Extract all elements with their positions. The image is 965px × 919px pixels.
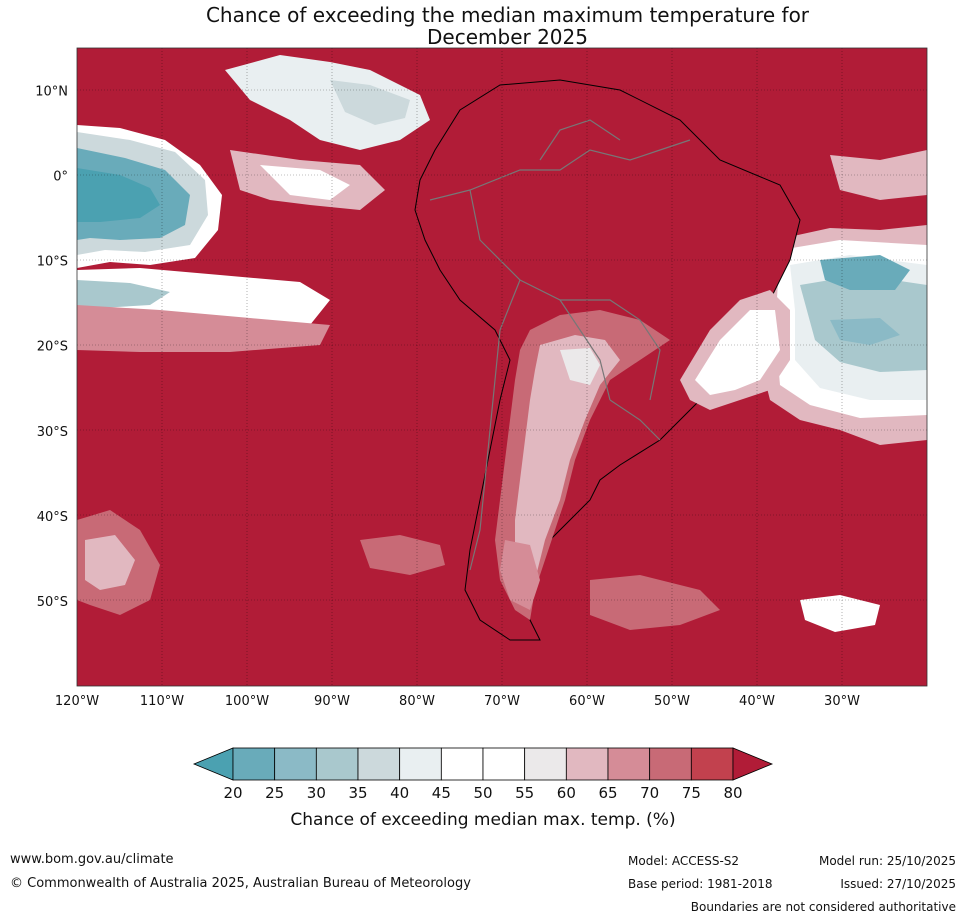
map-frame (76, 47, 928, 687)
pacific-midlat-pink-patch (360, 535, 445, 575)
pacific-equatorial-deep-teal-region (77, 168, 160, 222)
colorbar-swatch (232, 747, 276, 781)
chaco-white-patch (560, 348, 600, 385)
issued-text: Issued: 27/10/2025 (840, 877, 956, 891)
disclaimer-text: Boundaries are not considered authoritat… (690, 900, 956, 914)
colorbar-swatch (399, 747, 442, 781)
colorbar-swatch (357, 747, 401, 781)
colorbar-tick-label: 75 (682, 784, 701, 802)
lat-tick-label: 40°S (37, 510, 68, 525)
south-atlantic-white-patch (800, 595, 880, 632)
atlantic-teal-patch-2 (830, 318, 900, 345)
colorbar-swatch (607, 747, 651, 781)
colorbar-tick-label: 25 (265, 784, 284, 802)
lon-tick-label: 90°W (314, 694, 350, 709)
colorbar-extend-high (732, 747, 774, 781)
base-period-text: Base period: 1981-2018 (628, 877, 773, 891)
lon-tick-label: 110°W (140, 694, 184, 709)
model-run-text: Model run: 25/10/2025 (818, 854, 956, 868)
colorbar-tick-label: 35 (348, 784, 367, 802)
lat-tick-label: 0° (53, 170, 68, 185)
lat-tick-label: 30°S (37, 425, 68, 440)
title-line-2: December 2025 (427, 25, 588, 49)
colorbar-tick-label: 65 (598, 784, 617, 802)
pacific-subtropical-grey-patch (77, 280, 170, 308)
caribbean-white-patch (225, 55, 430, 150)
pacific-subtropical-pink-band (77, 305, 330, 352)
graticule (77, 48, 927, 686)
country-boundaries (429, 119, 691, 571)
lat-tick-label: 50°S (37, 595, 68, 610)
lon-tick-label: 50°W (654, 694, 690, 709)
model-text: Model: ACCESS-S2 (628, 854, 740, 868)
colorbar-tick-label: 40 (390, 784, 409, 802)
map-title: Chance of exceeding the median maximum t… (0, 4, 965, 48)
colorbar-swatch (649, 747, 692, 781)
lat-tick-label: 10°S (37, 255, 68, 270)
lon-tick-label: 100°W (225, 694, 269, 709)
latitude-tick-labels: 10°N 0° 10°S 20°S 30°S 40°S 50°S (35, 85, 68, 610)
longitude-tick-labels: 120°W 110°W 100°W 90°W 80°W 70°W 60°W 50°W 40°W 3… (55, 694, 860, 709)
website-link[interactable]: www.bom.gov.au/climate (10, 852, 174, 867)
colorbar-tick-label: 70 (640, 784, 659, 802)
colorbar-tick-labels: 20 25 30 35 40 45 50 55 60 65 70 75 80 (223, 784, 742, 802)
colorbar-tick-label: 20 (223, 784, 242, 802)
colorbar-tick-label: 45 (432, 784, 451, 802)
colorbar-swatch (690, 747, 734, 781)
southeast-pacific-lightpink-patch (85, 535, 135, 590)
lon-tick-label: 80°W (399, 694, 435, 709)
southeast-brazil-white-region (695, 310, 780, 395)
colorbar-extend-low (192, 747, 234, 781)
colorbar-swatch (565, 747, 609, 781)
lat-tick-label: 10°N (35, 85, 68, 100)
lat-tick-label: 20°S (37, 340, 68, 355)
lon-tick-label: 70°W (484, 694, 520, 709)
south-atlantic-pink-patch (590, 575, 720, 630)
lon-tick-label: 120°W (55, 694, 99, 709)
caribbean-grey-patch (330, 80, 410, 125)
colorbar-swatch (440, 747, 484, 781)
lon-tick-label: 60°W (569, 694, 605, 709)
lon-tick-label: 40°W (739, 694, 775, 709)
colorbar-tick-label: 50 (473, 784, 492, 802)
title-line-1: Chance of exceeding the median maximum t… (205, 3, 810, 27)
copyright-text: © Commonwealth of Australia 2025, Austra… (10, 876, 471, 891)
colorbar-swatch (274, 747, 317, 781)
colorbar-tick-label: 60 (557, 784, 576, 802)
patagonia-pink-patch (500, 540, 540, 610)
colorbar-tick-label: 55 (515, 784, 534, 802)
southern-cone-lightpink-region (515, 335, 620, 590)
lon-tick-label: 30°W (824, 694, 860, 709)
equatorial-white-streak (260, 165, 350, 200)
colorbar-swatch (315, 747, 359, 781)
map-plot-area (77, 48, 927, 686)
colorbar-tick-label: 30 (307, 784, 326, 802)
colorbar-tick-label: 80 (723, 784, 742, 802)
colorbar-swatch (482, 747, 526, 781)
atlantic-teal-patch-1 (820, 255, 910, 290)
colorbar (192, 747, 774, 781)
colorbar-swatch (524, 747, 567, 781)
colorbar-title: Chance of exceeding median max. temp. (%… (290, 810, 675, 830)
